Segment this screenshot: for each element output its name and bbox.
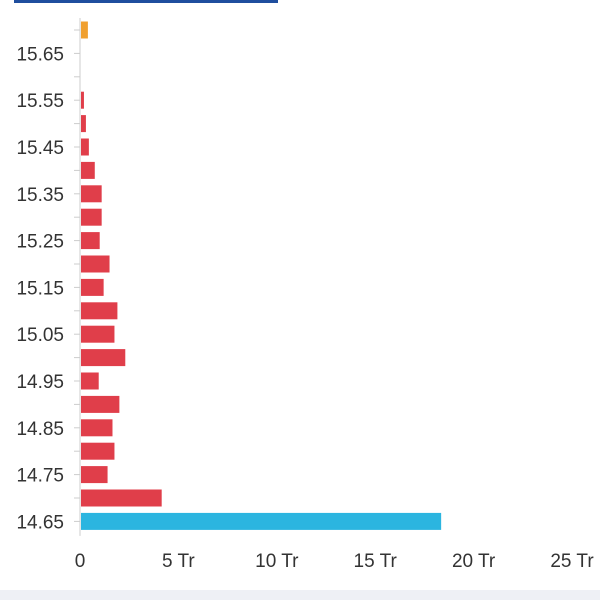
bar-15.70[interactable] <box>81 21 88 39</box>
y-tick-label: 14.95 <box>16 372 64 393</box>
x-tick-label: 0 <box>75 551 86 572</box>
bar-15.50[interactable] <box>81 115 86 133</box>
bar-15.15[interactable] <box>81 278 104 296</box>
y-tick-label: 14.65 <box>16 512 64 533</box>
bar-15.25[interactable] <box>81 232 100 250</box>
x-tick-label: 5 Tr <box>162 551 195 572</box>
bar-14.85[interactable] <box>81 419 113 437</box>
bar-15.35[interactable] <box>81 185 102 203</box>
bar-15.20[interactable] <box>81 255 110 273</box>
x-tick-label: 25 Tr <box>550 551 594 572</box>
bar-14.70[interactable] <box>81 489 162 507</box>
bar-15.55[interactable] <box>81 91 84 109</box>
bar-14.90[interactable] <box>81 395 120 413</box>
y-tick-label: 15.55 <box>16 91 64 112</box>
bottom-bar <box>0 590 600 600</box>
bar-14.75[interactable] <box>81 466 108 484</box>
y-tick-label: 15.45 <box>16 138 64 159</box>
x-tick-label: 20 Tr <box>452 551 496 572</box>
x-tick-label: 15 Tr <box>354 551 398 572</box>
bar-14.65[interactable] <box>81 512 442 530</box>
bar-15.10[interactable] <box>81 302 118 320</box>
bar-14.80[interactable] <box>81 442 115 460</box>
bar-15.30[interactable] <box>81 208 102 226</box>
x-tick-label: 10 Tr <box>255 551 299 572</box>
y-tick-label: 15.15 <box>16 278 64 299</box>
y-tick-label: 14.85 <box>16 419 64 440</box>
y-tick-label: 14.75 <box>16 466 64 487</box>
active-tab-indicator <box>14 0 278 3</box>
bar-15.05[interactable] <box>81 325 115 343</box>
y-tick-label: 15.65 <box>16 44 64 65</box>
bar-14.95[interactable] <box>81 372 99 390</box>
bar-15.40[interactable] <box>81 161 95 179</box>
y-tick-label: 15.25 <box>16 232 64 253</box>
bar-15.45[interactable] <box>81 138 89 156</box>
y-tick-label: 15.05 <box>16 325 64 346</box>
y-tick-label: 15.35 <box>16 185 64 206</box>
bar-15.00[interactable] <box>81 349 126 367</box>
